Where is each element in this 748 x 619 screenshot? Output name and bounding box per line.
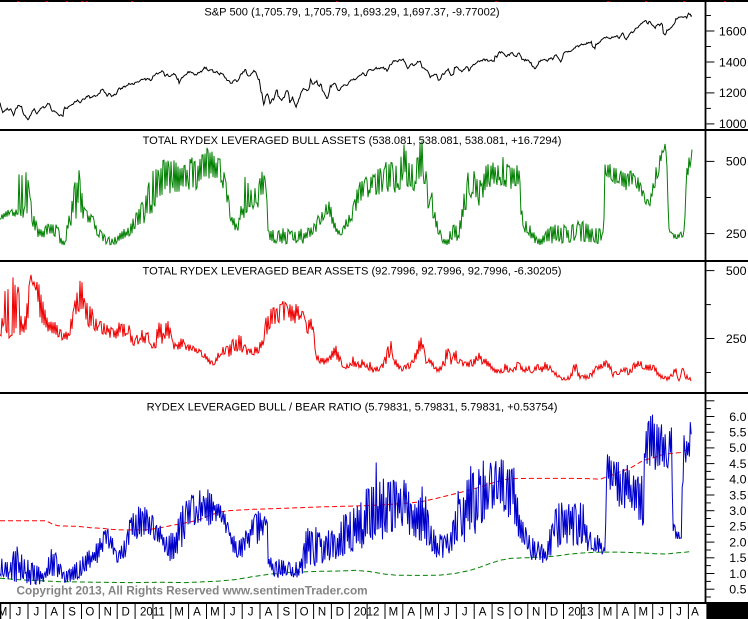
svg-text:2.0: 2.0 bbox=[729, 535, 746, 549]
svg-text:S: S bbox=[282, 607, 290, 619]
svg-text:J: J bbox=[16, 607, 22, 619]
svg-text:500: 500 bbox=[726, 155, 747, 169]
svg-text:1600: 1600 bbox=[719, 24, 747, 38]
svg-text:250: 250 bbox=[726, 332, 747, 346]
svg-text:A: A bbox=[407, 607, 415, 619]
svg-text:O: O bbox=[85, 607, 94, 619]
svg-text:2013: 2013 bbox=[568, 607, 594, 619]
svg-text:2011: 2011 bbox=[140, 607, 165, 619]
svg-text:5.5: 5.5 bbox=[729, 426, 746, 440]
svg-text:1400: 1400 bbox=[719, 55, 747, 69]
svg-text:J: J bbox=[462, 607, 468, 619]
svg-text:J: J bbox=[444, 607, 450, 619]
svg-text:A: A bbox=[479, 607, 487, 619]
svg-text:O: O bbox=[300, 607, 309, 619]
svg-text:250: 250 bbox=[726, 227, 747, 241]
svg-text:A: A bbox=[193, 607, 201, 619]
svg-text:N: N bbox=[318, 607, 326, 619]
svg-text:J: J bbox=[248, 607, 254, 619]
svg-text:1200: 1200 bbox=[719, 86, 747, 100]
svg-text:1.0: 1.0 bbox=[729, 567, 746, 581]
svg-text:M: M bbox=[639, 607, 649, 619]
svg-text:M: M bbox=[174, 607, 184, 619]
svg-text:A: A bbox=[622, 607, 630, 619]
svg-text:S: S bbox=[68, 607, 76, 619]
svg-text:Copyright 2013, All Rights Res: Copyright 2013, All Rights Reserved www.… bbox=[17, 584, 368, 598]
svg-text:N: N bbox=[104, 607, 112, 619]
svg-text:M: M bbox=[210, 607, 220, 619]
svg-text:TOTAL RYDEX LEVERAGED BEAR ASS: TOTAL RYDEX LEVERAGED BEAR ASSETS (92.79… bbox=[143, 266, 562, 278]
svg-text:1.5: 1.5 bbox=[729, 551, 746, 565]
svg-text:2.5: 2.5 bbox=[729, 520, 746, 534]
svg-text:0.5: 0.5 bbox=[729, 583, 746, 597]
svg-text:TOTAL RYDEX LEVERAGED BULL ASS: TOTAL RYDEX LEVERAGED BULL ASSETS (538.0… bbox=[143, 135, 562, 147]
svg-text:J: J bbox=[676, 607, 682, 619]
svg-text:2012: 2012 bbox=[354, 607, 380, 619]
svg-text:6.0: 6.0 bbox=[729, 410, 746, 424]
svg-text:M: M bbox=[424, 607, 434, 619]
svg-text:A: A bbox=[691, 607, 699, 619]
svg-text:N: N bbox=[532, 607, 540, 619]
svg-text:RYDEX LEVERAGED BULL / BEAR RA: RYDEX LEVERAGED BULL / BEAR RATIO (5.798… bbox=[147, 402, 558, 414]
svg-text:J: J bbox=[34, 607, 40, 619]
svg-text:3.5: 3.5 bbox=[729, 488, 746, 502]
svg-text:D: D bbox=[550, 607, 558, 619]
svg-text:A: A bbox=[265, 607, 273, 619]
svg-text:1000: 1000 bbox=[719, 117, 747, 131]
svg-text:A: A bbox=[50, 607, 58, 619]
svg-text:4.0: 4.0 bbox=[729, 473, 746, 487]
svg-text:S: S bbox=[497, 607, 505, 619]
svg-text:D: D bbox=[121, 607, 129, 619]
svg-text:500: 500 bbox=[726, 264, 747, 278]
svg-text:O: O bbox=[514, 607, 523, 619]
svg-text:M: M bbox=[603, 607, 613, 619]
svg-text:4.5: 4.5 bbox=[729, 457, 746, 471]
svg-text:J: J bbox=[658, 607, 664, 619]
svg-text:S&P 500 (1,705.79, 1,705.79, 1: S&P 500 (1,705.79, 1,705.79, 1,693.29, 1… bbox=[204, 7, 499, 19]
svg-text:5.0: 5.0 bbox=[729, 441, 746, 455]
svg-text:D: D bbox=[336, 607, 344, 619]
svg-text:M: M bbox=[389, 607, 399, 619]
svg-text:3.0: 3.0 bbox=[729, 504, 746, 518]
svg-text:M: M bbox=[0, 607, 7, 619]
svg-text:J: J bbox=[230, 607, 236, 619]
